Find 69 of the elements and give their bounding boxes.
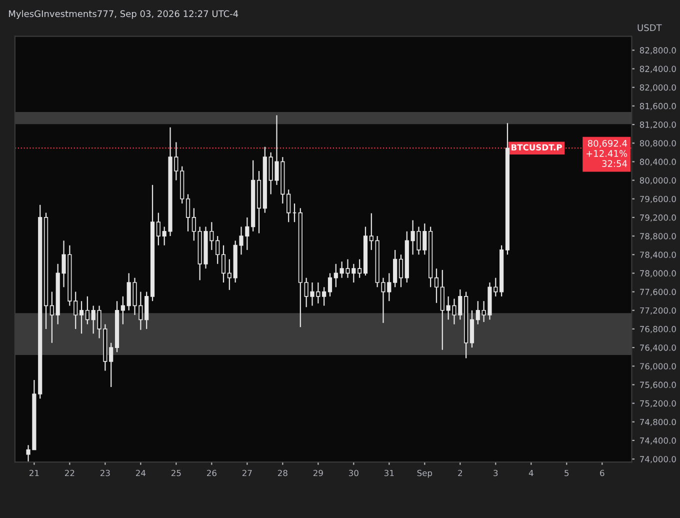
candlestick <box>85 296 90 325</box>
y-tick-label: 75,600.0 <box>640 382 676 389</box>
candlestick <box>192 208 196 242</box>
y-tick-label: 75,200.0 <box>640 400 676 408</box>
candlestick <box>440 269 444 350</box>
candlestick <box>470 310 474 348</box>
candlestick <box>334 263 338 288</box>
y-tick-label: 80,800.0 <box>640 140 676 148</box>
candlestick <box>476 300 480 325</box>
x-tick-label: 2 <box>458 470 462 476</box>
annotation: BTCUSDT.P <box>512 144 562 151</box>
candlestick <box>79 300 84 334</box>
y-tick-label: 80,400.0 <box>640 158 676 166</box>
y-tick-label: 81,200.0 <box>640 122 676 129</box>
y-tick-label: 76,800.0 <box>640 326 676 334</box>
candlestick <box>434 268 439 304</box>
y-tick-label: 77,600.0 <box>640 288 676 296</box>
candlestick <box>216 235 220 264</box>
candlestick <box>186 194 190 232</box>
y-tick-label: 82,400.0 <box>640 66 676 73</box>
x-tick-label: 30 <box>348 470 358 476</box>
x-tick-label: 26 <box>206 470 216 476</box>
y-tick-label: 81,600.0 <box>640 102 676 110</box>
candlestick <box>109 342 114 388</box>
x-tick-label: 22 <box>64 470 74 476</box>
y-tick-label: 82,800.0 <box>640 47 676 54</box>
x-tick-label: 23 <box>100 470 110 476</box>
y-tick-label: 77,200.0 <box>640 307 676 314</box>
x-tick-label: 4 <box>528 470 534 476</box>
candlestick <box>398 254 404 288</box>
x-tick-label: 3 <box>494 470 498 476</box>
y-tick-label: 82,000.0 <box>640 84 676 92</box>
y-tick-label: 80,000.0 <box>640 177 676 184</box>
candlestick <box>322 286 326 306</box>
x-tick-label: 27 <box>242 470 252 476</box>
x-tick-label: 28 <box>278 470 288 476</box>
x-tick-label: 21 <box>29 470 39 476</box>
y-tick-label: 76,400.0 <box>640 344 676 352</box>
y-tick-label: 79,600.0 <box>640 196 676 203</box>
candlestick <box>120 296 125 325</box>
candlestick <box>50 291 54 344</box>
candlestick <box>74 291 78 330</box>
y-tick-label: 78,400.0 <box>640 252 676 259</box>
candlestick <box>144 291 149 330</box>
y-tick-label: 78,800.0 <box>640 233 676 240</box>
y-tick-label: 74,000.0 <box>640 456 676 464</box>
y-tick-label: 76,000.0 <box>640 363 676 370</box>
candlestick <box>369 212 374 251</box>
y-tick-label: 74,800.0 <box>640 418 676 426</box>
candlestick <box>156 212 160 246</box>
candlestick <box>328 272 332 297</box>
x-tick-label: Sep <box>417 470 432 478</box>
x-tick-label: 5 <box>564 470 569 476</box>
x-tick-label: 31 <box>384 470 394 476</box>
x-tick-label: 24 <box>136 470 146 476</box>
y-tick-label: 74,400.0 <box>640 437 676 445</box>
y-tick-label: 79,200.0 <box>640 214 676 222</box>
y-axis-title: USDT <box>638 24 662 32</box>
chart-title: MylesGInvestments777, Sep 03, 2026 12:27 UTC-4 <box>9 10 238 19</box>
candlestick <box>358 258 362 278</box>
candlestick <box>227 258 232 290</box>
candlestick <box>221 244 226 284</box>
x-tick-label: 25 <box>171 470 181 476</box>
candlestick <box>286 189 291 223</box>
x-tick-label: 6 <box>600 470 604 476</box>
candlestick <box>393 249 398 288</box>
ref-line-label: 80,692.4 +12.41% 32:54 <box>586 140 628 167</box>
x-tick-label: 29 <box>313 470 323 476</box>
y-tick-label: 78,000.0 <box>640 270 676 278</box>
